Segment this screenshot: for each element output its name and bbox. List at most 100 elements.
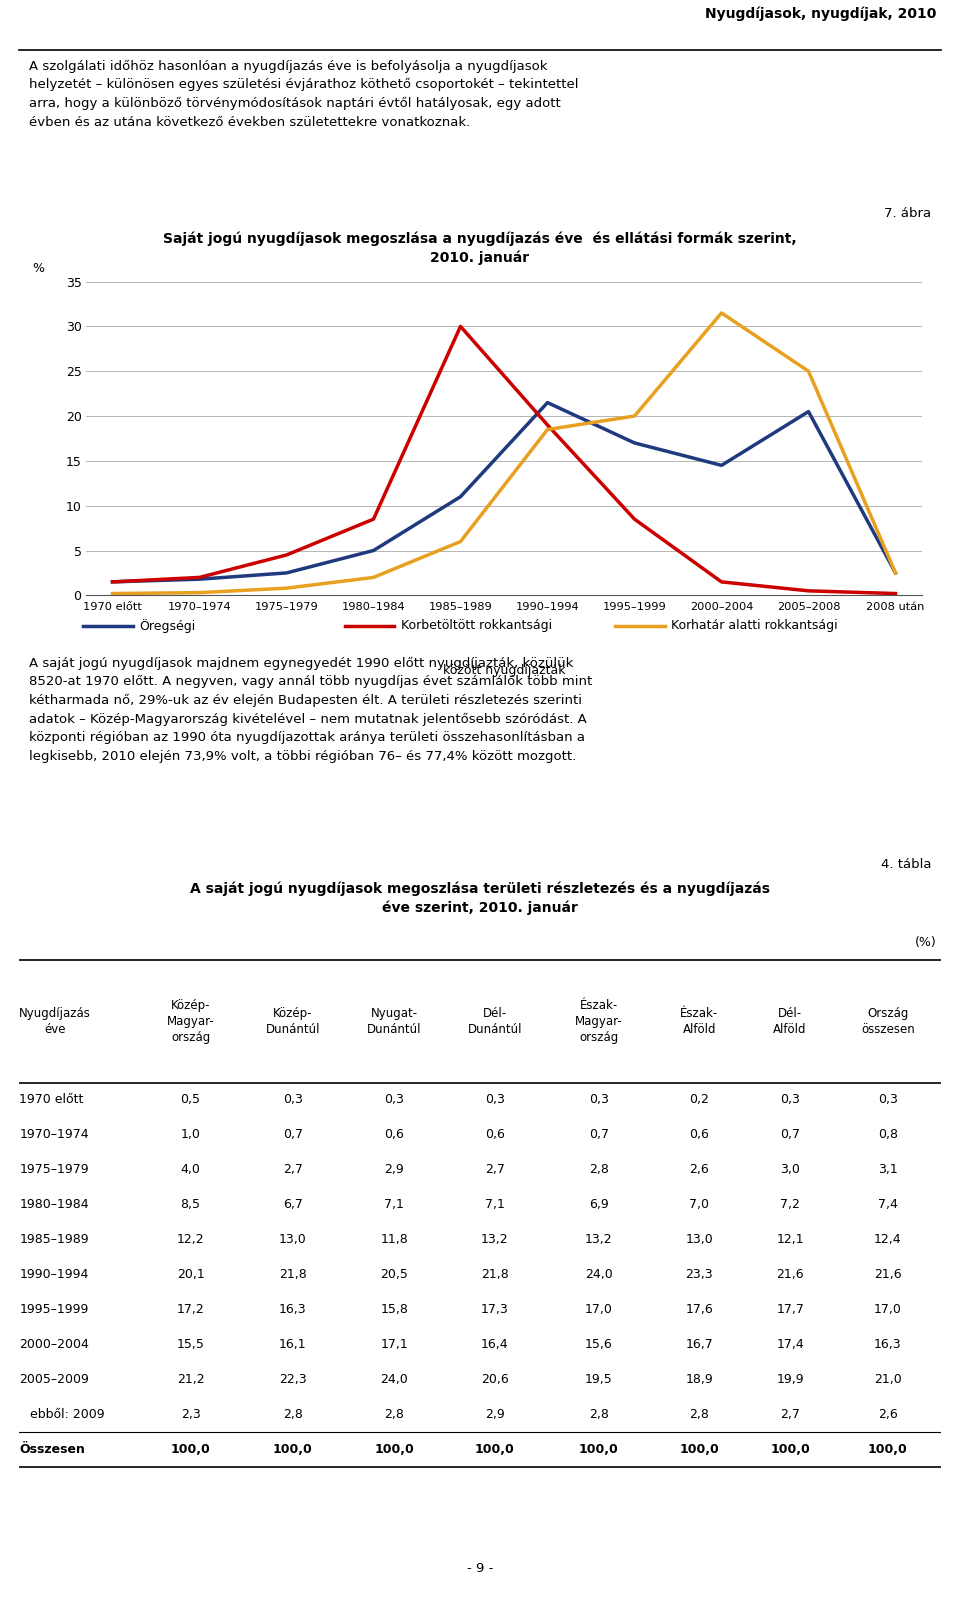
- Text: Ország
összesen: Ország összesen: [861, 1007, 915, 1036]
- Text: 17,0: 17,0: [874, 1303, 901, 1316]
- Text: 0,6: 0,6: [384, 1128, 404, 1141]
- Text: 3,1: 3,1: [878, 1163, 898, 1176]
- Text: 11,8: 11,8: [380, 1234, 408, 1247]
- Text: Dél-
Dunántúl: Dél- Dunántúl: [468, 1007, 522, 1036]
- Text: 7,1: 7,1: [384, 1199, 404, 1212]
- Text: 1995–1999: 1995–1999: [19, 1303, 88, 1316]
- Text: 8,5: 8,5: [180, 1199, 201, 1212]
- Text: 20,5: 20,5: [380, 1268, 408, 1281]
- Text: Közép-
Dunántúl: Közép- Dunántúl: [266, 1007, 321, 1036]
- Text: Közép-
Magyar-
ország: Közép- Magyar- ország: [167, 999, 214, 1044]
- Text: 2,8: 2,8: [283, 1408, 302, 1421]
- Text: 0,6: 0,6: [485, 1128, 505, 1141]
- Text: 16,1: 16,1: [279, 1339, 307, 1352]
- Text: 6,7: 6,7: [283, 1199, 302, 1212]
- Text: 20,6: 20,6: [481, 1372, 509, 1385]
- Text: 2,7: 2,7: [283, 1163, 302, 1176]
- Text: 100,0: 100,0: [475, 1443, 515, 1456]
- Text: Észak-
Alföld: Észak- Alföld: [681, 1007, 718, 1036]
- Text: 2,7: 2,7: [780, 1408, 800, 1421]
- Text: Összesen: Összesen: [19, 1443, 85, 1456]
- Text: 13,0: 13,0: [279, 1234, 307, 1247]
- Text: 0,3: 0,3: [780, 1094, 800, 1107]
- Text: 17,6: 17,6: [685, 1303, 713, 1316]
- Text: 2,8: 2,8: [689, 1408, 709, 1421]
- Text: Nyugdíjazás
éve: Nyugdíjazás éve: [19, 1007, 91, 1036]
- Text: 17,4: 17,4: [777, 1339, 804, 1352]
- Text: 20,1: 20,1: [177, 1268, 204, 1281]
- Text: 12,1: 12,1: [777, 1234, 804, 1247]
- Text: 2,9: 2,9: [384, 1163, 404, 1176]
- Text: 2,9: 2,9: [485, 1408, 505, 1421]
- Text: 24,0: 24,0: [585, 1268, 612, 1281]
- Text: 16,3: 16,3: [279, 1303, 307, 1316]
- Text: 13,0: 13,0: [685, 1234, 713, 1247]
- Text: Korhatár alatti rokkantsági: Korhatár alatti rokkantsági: [671, 619, 838, 632]
- Text: 21,6: 21,6: [874, 1268, 901, 1281]
- Text: 100,0: 100,0: [579, 1443, 619, 1456]
- Text: (%): (%): [915, 936, 936, 949]
- Text: %: %: [32, 262, 44, 275]
- Text: 100,0: 100,0: [374, 1443, 414, 1456]
- Text: 21,8: 21,8: [279, 1268, 307, 1281]
- Text: 13,2: 13,2: [481, 1234, 509, 1247]
- Text: 1970–1974: 1970–1974: [19, 1128, 89, 1141]
- Text: Nyugdíjasok, nyugdíjak, 2010: Nyugdíjasok, nyugdíjak, 2010: [705, 6, 936, 21]
- Text: 0,7: 0,7: [780, 1128, 800, 1141]
- Text: 0,3: 0,3: [877, 1094, 898, 1107]
- Text: 0,6: 0,6: [689, 1128, 709, 1141]
- Text: 2,6: 2,6: [689, 1163, 709, 1176]
- Text: 15,5: 15,5: [177, 1339, 204, 1352]
- Text: Korbetöltött rokkantsági: Korbetöltött rokkantsági: [400, 619, 552, 632]
- Text: Dél-
Alföld: Dél- Alföld: [774, 1007, 806, 1036]
- Text: 0,5: 0,5: [180, 1094, 201, 1107]
- Text: 12,2: 12,2: [177, 1234, 204, 1247]
- Text: 1985–1989: 1985–1989: [19, 1234, 89, 1247]
- Text: 100,0: 100,0: [273, 1443, 313, 1456]
- Text: 7. ábra: 7. ábra: [884, 208, 931, 220]
- Text: 21,2: 21,2: [177, 1372, 204, 1385]
- Text: Öregségi: Öregségi: [139, 619, 195, 632]
- Text: 7,1: 7,1: [485, 1199, 505, 1212]
- Text: 19,9: 19,9: [777, 1372, 804, 1385]
- Text: 1975–1979: 1975–1979: [19, 1163, 89, 1176]
- Text: 7,0: 7,0: [689, 1199, 709, 1212]
- Text: 0,7: 0,7: [283, 1128, 303, 1141]
- Text: 0,3: 0,3: [485, 1094, 505, 1107]
- Text: 2,3: 2,3: [180, 1408, 201, 1421]
- Text: 0,3: 0,3: [384, 1094, 404, 1107]
- Text: 13,2: 13,2: [585, 1234, 612, 1247]
- Text: 24,0: 24,0: [380, 1372, 408, 1385]
- Text: 17,3: 17,3: [481, 1303, 509, 1316]
- Text: 1990–1994: 1990–1994: [19, 1268, 88, 1281]
- Text: 2,7: 2,7: [485, 1163, 505, 1176]
- Text: 0,3: 0,3: [283, 1094, 302, 1107]
- Text: 1970 előtt: 1970 előtt: [19, 1094, 84, 1107]
- Text: 15,6: 15,6: [585, 1339, 612, 1352]
- Text: 7,4: 7,4: [877, 1199, 898, 1212]
- Text: 0,7: 0,7: [588, 1128, 609, 1141]
- Text: 7,2: 7,2: [780, 1199, 800, 1212]
- Text: 4. tábla: 4. tábla: [880, 858, 931, 870]
- Text: Nyugat-
Dunántúl: Nyugat- Dunántúl: [367, 1007, 421, 1036]
- Text: Saját jogú nyugdíjasok megoszlása a nyugdíjazás éve  és ellátási formák szerint,: Saját jogú nyugdíjasok megoszlása a nyug…: [163, 232, 797, 265]
- Text: A saját jogú nyugdíjasok megoszlása területi részletezés és a nyugdíjazás
éve sz: A saját jogú nyugdíjasok megoszlása terü…: [190, 882, 770, 916]
- Text: 17,1: 17,1: [380, 1339, 408, 1352]
- Text: 100,0: 100,0: [680, 1443, 719, 1456]
- Text: 22,3: 22,3: [279, 1372, 307, 1385]
- Text: A saját jogú nyugdíjasok majdnem egynegyedét 1990 előtt nyugdíjazták, közülük
85: A saját jogú nyugdíjasok majdnem egynegy…: [29, 656, 592, 763]
- Text: 12,4: 12,4: [874, 1234, 901, 1247]
- Text: 16,4: 16,4: [481, 1339, 509, 1352]
- Text: 0,2: 0,2: [689, 1094, 709, 1107]
- Text: 1980–1984: 1980–1984: [19, 1199, 89, 1212]
- Text: 100,0: 100,0: [171, 1443, 210, 1456]
- Text: 21,8: 21,8: [481, 1268, 509, 1281]
- Text: 19,5: 19,5: [585, 1372, 612, 1385]
- Text: 16,7: 16,7: [685, 1339, 713, 1352]
- Text: 2000–2004: 2000–2004: [19, 1339, 89, 1352]
- Text: 2,6: 2,6: [878, 1408, 898, 1421]
- Text: 17,7: 17,7: [777, 1303, 804, 1316]
- Text: között nyugdíjazták: között nyugdíjazták: [443, 665, 565, 677]
- Text: 6,9: 6,9: [589, 1199, 609, 1212]
- Text: 23,3: 23,3: [685, 1268, 713, 1281]
